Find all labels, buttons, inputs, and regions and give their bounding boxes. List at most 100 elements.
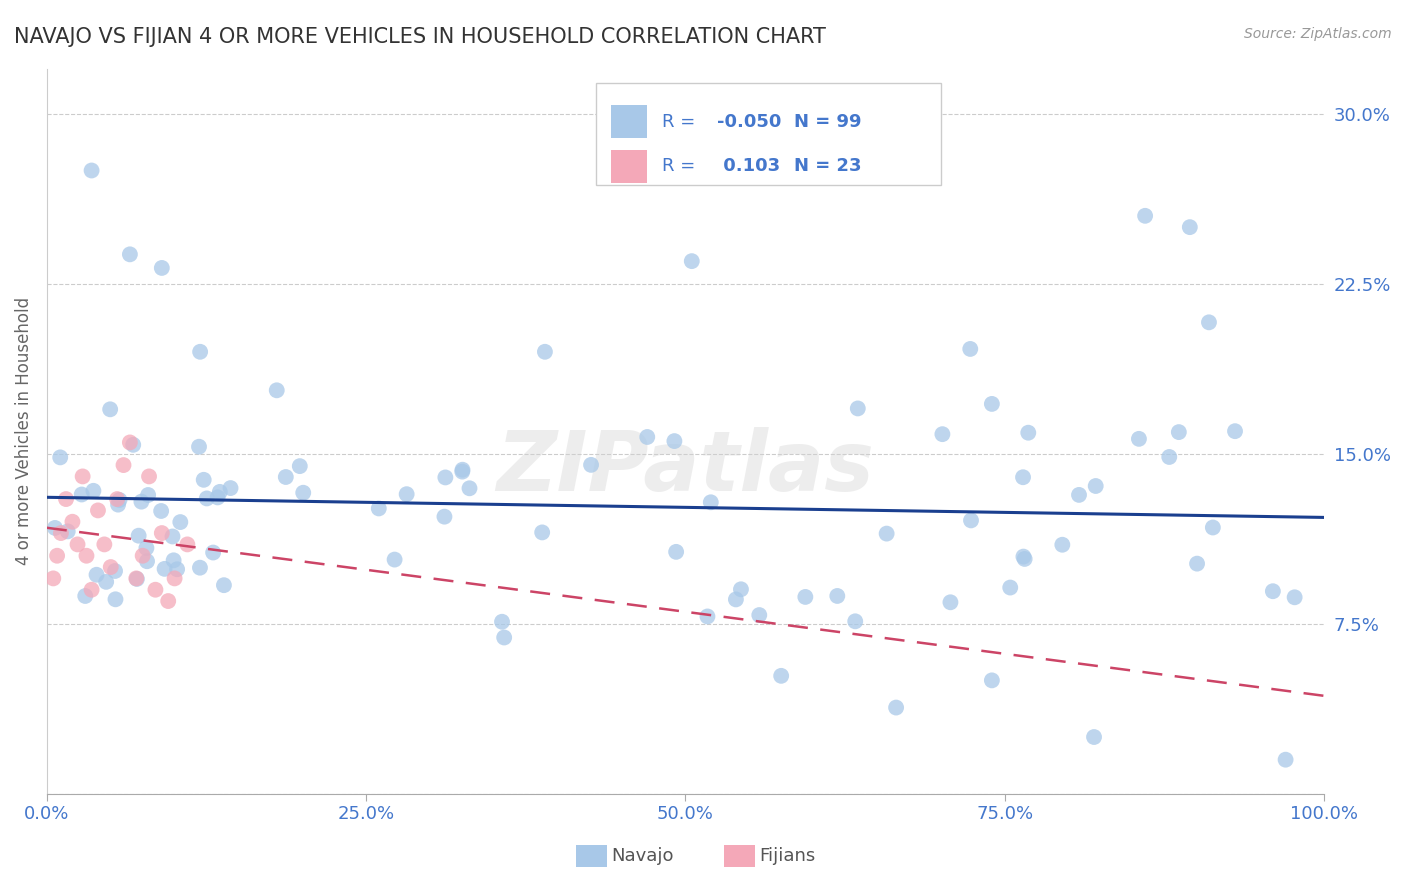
Point <box>55 492 77 507</box>
Point <box>136 554 159 568</box>
Point <box>44 521 66 535</box>
Text: Navajo: Navajo <box>612 847 673 865</box>
Text: N = 23: N = 23 <box>794 157 862 175</box>
Point <box>162 553 184 567</box>
Point <box>1261 584 1284 599</box>
Point <box>128 529 150 543</box>
Point <box>62 515 84 529</box>
Point <box>846 401 869 416</box>
Point <box>939 595 962 609</box>
Point <box>135 541 157 555</box>
Point <box>100 560 122 574</box>
Point <box>876 526 898 541</box>
Point <box>491 615 513 629</box>
Point <box>145 582 167 597</box>
Point <box>212 578 235 592</box>
Point <box>188 344 211 359</box>
Point <box>884 700 907 714</box>
Text: Source: ZipAtlas.com: Source: ZipAtlas.com <box>1244 27 1392 41</box>
Point <box>827 589 849 603</box>
Point <box>75 589 97 603</box>
Text: Fijians: Fijians <box>759 847 815 865</box>
Point <box>193 473 215 487</box>
Point <box>770 669 793 683</box>
Text: R =: R = <box>662 157 702 175</box>
Point <box>1000 581 1022 595</box>
Y-axis label: 4 or more Vehicles in Household: 4 or more Vehicles in Household <box>15 297 32 566</box>
Point <box>980 673 1002 688</box>
FancyBboxPatch shape <box>596 83 941 185</box>
Point <box>1014 552 1036 566</box>
Point <box>153 562 176 576</box>
Point <box>125 571 148 585</box>
Point <box>195 491 218 506</box>
Point <box>107 498 129 512</box>
Point <box>1128 432 1150 446</box>
Point <box>730 582 752 597</box>
Point <box>1017 425 1039 440</box>
Point <box>367 501 389 516</box>
Point <box>98 402 121 417</box>
Point <box>105 492 128 507</box>
Point <box>1167 425 1189 439</box>
Point <box>700 495 723 509</box>
Point <box>118 435 141 450</box>
Point <box>169 515 191 529</box>
Point <box>188 560 211 574</box>
Point <box>208 484 231 499</box>
Text: NAVAJO VS FIJIAN 4 OR MORE VEHICLES IN HOUSEHOLD CORRELATION CHART: NAVAJO VS FIJIAN 4 OR MORE VEHICLES IN H… <box>14 27 825 46</box>
Point <box>794 590 817 604</box>
Point <box>494 631 516 645</box>
Point <box>150 526 173 541</box>
Text: 0.103: 0.103 <box>717 157 780 175</box>
Text: N = 99: N = 99 <box>794 112 862 130</box>
Point <box>1133 209 1156 223</box>
Point <box>1159 450 1181 464</box>
Point <box>42 571 65 585</box>
Point <box>112 458 135 472</box>
Point <box>844 615 866 629</box>
FancyBboxPatch shape <box>612 150 647 183</box>
Point <box>1083 730 1105 744</box>
Point <box>534 344 557 359</box>
Point <box>1274 753 1296 767</box>
Point <box>188 440 211 454</box>
Point <box>451 465 474 479</box>
Point <box>1178 220 1201 235</box>
Point <box>959 342 981 356</box>
Point <box>664 434 686 449</box>
Point <box>49 526 72 541</box>
Point <box>1284 591 1306 605</box>
Point <box>76 549 98 563</box>
Point <box>56 524 79 539</box>
Point <box>696 609 718 624</box>
Point <box>96 574 118 589</box>
Point <box>131 549 153 563</box>
Point <box>104 564 127 578</box>
Point <box>458 481 481 495</box>
Point <box>104 592 127 607</box>
Point <box>162 529 184 543</box>
Point <box>1052 538 1074 552</box>
Point <box>46 549 69 563</box>
Point <box>150 260 173 275</box>
Point <box>131 494 153 508</box>
Point <box>1198 315 1220 329</box>
Point <box>122 438 145 452</box>
FancyBboxPatch shape <box>612 105 647 138</box>
Point <box>1067 488 1090 502</box>
Point <box>980 397 1002 411</box>
Point <box>82 483 104 498</box>
Point <box>72 469 94 483</box>
Point <box>636 430 658 444</box>
Point <box>724 592 747 607</box>
Point <box>434 470 457 484</box>
Point <box>93 537 115 551</box>
Point <box>1202 520 1225 534</box>
Point <box>138 469 160 483</box>
Point <box>86 567 108 582</box>
Point <box>108 493 131 508</box>
Point <box>1012 470 1035 484</box>
Point <box>384 552 406 566</box>
Point <box>531 525 554 540</box>
